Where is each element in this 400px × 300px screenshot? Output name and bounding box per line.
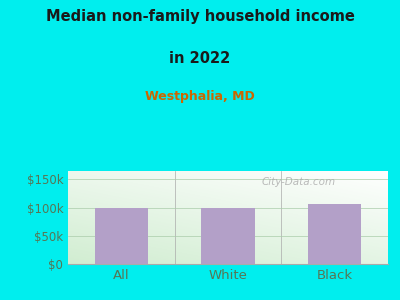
Text: Median non-family household income: Median non-family household income [46,9,354,24]
Text: City-Data.com: City-Data.com [261,177,336,187]
Text: Westphalia, MD: Westphalia, MD [145,90,255,103]
Bar [308,204,361,264]
Bar [201,208,255,264]
Bar [95,208,148,264]
Text: in 2022: in 2022 [169,51,231,66]
